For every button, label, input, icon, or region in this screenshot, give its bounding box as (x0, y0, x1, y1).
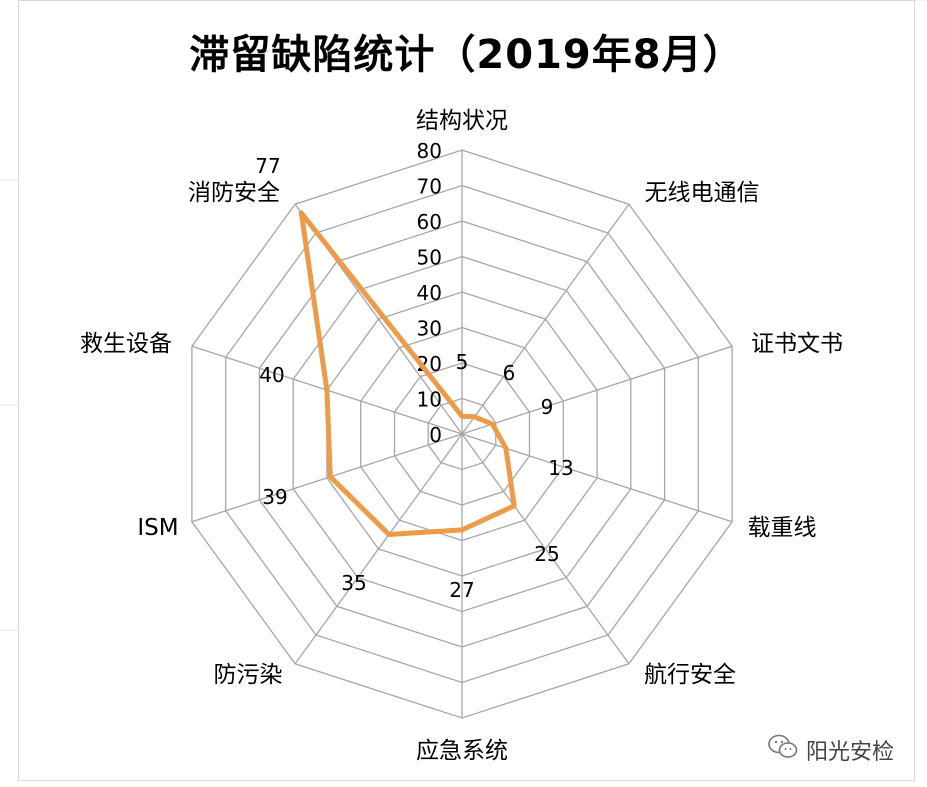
data-point (511, 503, 517, 509)
chart-title: 滞留缺陷统计（2019年8月） (189, 32, 744, 78)
data-label: 9 (541, 395, 554, 419)
grid-spoke (461, 203, 630, 435)
data-point (489, 421, 495, 427)
axis-tick-label: 70 (417, 175, 442, 199)
data-label: 77 (255, 154, 280, 178)
data-label: 6 (503, 361, 516, 385)
data-point (327, 474, 333, 480)
data-label: 35 (341, 571, 366, 595)
axis-tick-label: 60 (417, 210, 442, 234)
category-label: 航行安全 (644, 662, 736, 688)
data-label: 27 (449, 578, 474, 602)
category-label: 证书文书 (751, 331, 843, 357)
category-label: 载重线 (748, 515, 817, 541)
data-label: 5 (456, 350, 469, 374)
data-point (298, 210, 304, 216)
data-point (386, 532, 392, 537)
data-point (459, 413, 465, 419)
grid-spoke (461, 433, 630, 665)
grid-spoke (461, 345, 733, 435)
axis-tick-label: 10 (417, 388, 442, 412)
watermark: 阳光安检 (768, 734, 894, 766)
axis-tick-label: 50 (417, 246, 442, 270)
category-label: 防污染 (214, 662, 283, 688)
watermark-text: 阳光安检 (806, 740, 895, 765)
category-label: 无线电通信 (645, 180, 760, 206)
data-point (459, 527, 465, 533)
grid-spoke (191, 433, 463, 523)
axis-tick-label: 30 (417, 317, 442, 341)
category-label: 救生设备 (80, 331, 172, 357)
grid-spoke (294, 433, 463, 665)
data-label: 25 (534, 542, 559, 566)
data-label: 39 (262, 485, 287, 509)
axis-tick-label: 0 (429, 423, 442, 447)
chart-area (18, 0, 915, 781)
category-label: 结构状况 (416, 108, 508, 134)
data-label: 40 (259, 363, 284, 387)
data-point (472, 414, 477, 420)
category-label: 应急系统 (416, 738, 508, 764)
wechat-icon (768, 734, 798, 766)
category-label: ISM (137, 515, 178, 541)
category-label: 消防安全 (188, 180, 280, 206)
axis-tick-label: 80 (417, 139, 442, 163)
data-point (503, 445, 509, 451)
axis-tick-label: 40 (417, 281, 442, 305)
data-point (324, 387, 330, 393)
data-label: 13 (548, 456, 573, 480)
